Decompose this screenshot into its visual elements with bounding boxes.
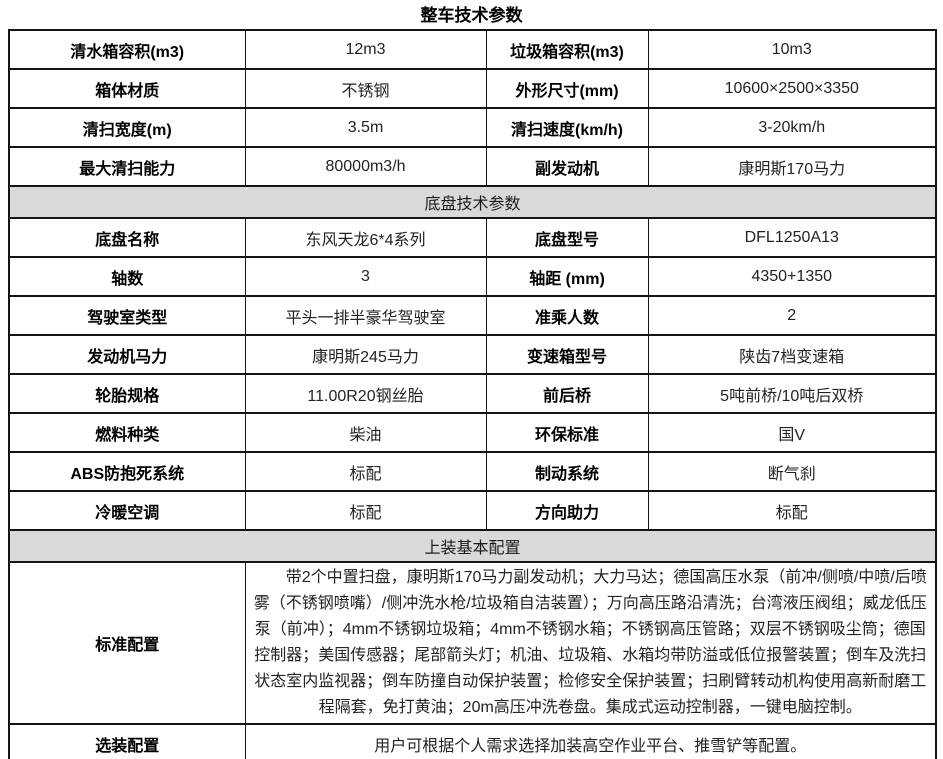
spec-value-cell: 3-20km/h [647,107,937,148]
table-row: 轴数 3 轴距 (mm) 4350+1350 [8,256,937,297]
spec-value-cell: 10m3 [647,29,937,70]
table-row: 清水箱容积(m3) 12m3 垃圾箱容积(m3) 10m3 [8,29,937,70]
spec-value-cell: 康明斯170马力 [647,146,937,187]
spec-label-cell: 垃圾箱容积(m3) [485,29,649,70]
table-row: 轮胎规格 11.00R20钢丝胎 前后桥 5吨前桥/10吨后双桥 [8,373,937,414]
spec-label-cell: 轴数 [8,256,246,297]
spec-label-cell: 底盘名称 [8,217,246,258]
spec-value-cell: 国V [647,412,937,453]
spec-label-cell: 制动系统 [485,451,649,492]
spec-label-cell: 轴距 (mm) [485,256,649,297]
page-title: 整车技术参数 [420,6,523,25]
optional-config-text: 用户可根据个人需求选择加装高空作业平台、推雪铲等配置。 [244,723,937,759]
spec-label-cell: 清扫速度(km/h) [485,107,649,148]
spec-value-cell: 5吨前桥/10吨后双桥 [647,373,937,414]
spec-value-cell: 4350+1350 [647,256,937,297]
spec-value-cell: 11.00R20钢丝胎 [244,373,487,414]
spec-label-cell: 清水箱容积(m3) [8,29,246,70]
spec-value-cell: 3.5m [244,107,487,148]
table-row: 最大清扫能力 80000m3/h 副发动机 康明斯170马力 [8,146,937,187]
spec-value-cell: 陕齿7档变速箱 [647,334,937,375]
table-row: 燃料种类 柴油 环保标准 国V [8,412,937,453]
section-header-upfit: 上装基本配置 [8,529,937,563]
spec-label-cell: 方向助力 [485,490,649,531]
table-row: 发动机马力 康明斯245马力 变速箱型号 陕齿7档变速箱 [8,334,937,375]
spec-value-cell: 12m3 [244,29,487,70]
spec-label-cell: 轮胎规格 [8,373,246,414]
spec-label-cell: 准乘人数 [485,295,649,336]
spec-label-cell: 冷暖空调 [8,490,246,531]
spec-label-cell: 发动机马力 [8,334,246,375]
spec-value-cell: 2 [647,295,937,336]
spec-value-cell: 80000m3/h [244,146,487,187]
spec-value-cell: 平头一排半豪华驾驶室 [244,295,487,336]
table-row-standard-config: 标准配置 带2个中置扫盘，康明斯170马力副发动机；大力马达；德国高压水泵（前冲… [8,561,937,725]
spec-label-cell: 变速箱型号 [485,334,649,375]
spec-value-cell: 不锈钢 [244,68,487,109]
spec-value-cell: 标配 [244,451,487,492]
spec-label-cell: 副发动机 [485,146,649,187]
optional-config-label: 选装配置 [8,723,246,759]
table-row: ABS防抱死系统 标配 制动系统 断气刹 [8,451,937,492]
spec-label-cell: 外形尺寸(mm) [485,68,649,109]
spec-value-cell: 标配 [244,490,487,531]
table-row: 驾驶室类型 平头一排半豪华驾驶室 准乘人数 2 [8,295,937,336]
table-row-optional-config: 选装配置 用户可根据个人需求选择加装高空作业平台、推雪铲等配置。 [8,723,937,759]
standard-config-text: 带2个中置扫盘，康明斯170马力副发动机；大力马达；德国高压水泵（前冲/侧喷/中… [244,561,937,725]
spec-value-cell: 东风天龙6*4系列 [244,217,487,258]
table-row: 冷暖空调 标配 方向助力 标配 [8,490,937,531]
spec-label-cell: 底盘型号 [485,217,649,258]
table-row: 清扫宽度(m) 3.5m 清扫速度(km/h) 3-20km/h [8,107,937,148]
section-header-chassis: 底盘技术参数 [8,185,937,219]
spec-value-cell: 康明斯245马力 [244,334,487,375]
spec-value-cell: 断气刹 [647,451,937,492]
spec-label-cell: 驾驶室类型 [8,295,246,336]
spec-label-cell: ABS防抱死系统 [8,451,246,492]
spec-table: 清水箱容积(m3) 12m3 垃圾箱容积(m3) 10m3 箱体材质 不锈钢 外… [8,29,937,759]
spec-value-cell: 柴油 [244,412,487,453]
spec-label-cell: 清扫宽度(m) [8,107,246,148]
spec-label-cell: 箱体材质 [8,68,246,109]
spec-value-cell: DFL1250A13 [647,217,937,258]
section-header-row: 上装基本配置 [8,529,937,563]
spec-label-cell: 燃料种类 [8,412,246,453]
table-row: 箱体材质 不锈钢 外形尺寸(mm) 10600×2500×3350 [8,68,937,109]
spec-value-cell: 3 [244,256,487,297]
spec-value-cell: 标配 [647,490,937,531]
spec-label-cell: 前后桥 [485,373,649,414]
spec-label-cell: 最大清扫能力 [8,146,246,187]
spec-label-cell: 环保标准 [485,412,649,453]
standard-config-label: 标准配置 [8,561,246,725]
section-header-row: 底盘技术参数 [8,185,937,219]
table-row: 底盘名称 东风天龙6*4系列 底盘型号 DFL1250A13 [8,217,937,258]
spec-value-cell: 10600×2500×3350 [647,68,937,109]
